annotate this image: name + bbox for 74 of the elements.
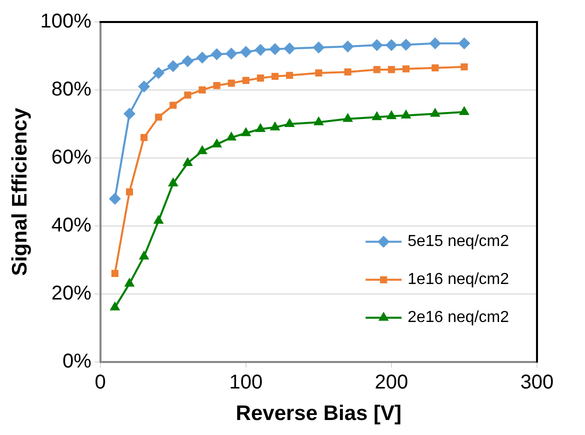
point (254, 44, 266, 56)
point (402, 65, 410, 72)
point (140, 134, 148, 142)
point (196, 52, 208, 64)
point (170, 102, 177, 109)
point (240, 127, 252, 136)
y-tick-label: 40% (51, 214, 92, 236)
legend-label: 5e15 neq/cm2 (408, 233, 510, 250)
x-tick-label: 200 (374, 371, 408, 394)
point (213, 82, 220, 90)
point (138, 250, 150, 260)
y-tick-label: 100% (40, 10, 92, 33)
point (312, 41, 325, 54)
point (123, 108, 136, 120)
point (459, 106, 470, 116)
point (315, 69, 322, 77)
x-axis-title: Reverse Bias [V] (236, 402, 402, 426)
point (198, 86, 206, 94)
point (342, 40, 354, 52)
y-tick-label: 20% (51, 282, 92, 304)
y-tick-label: 0% (62, 350, 92, 372)
point (400, 109, 412, 118)
y-axis-title: Signal Efficiency (8, 108, 32, 276)
point (155, 114, 162, 121)
legend-label: 1e16 neq/cm2 (408, 271, 510, 288)
x-tick-label: 100 (229, 371, 263, 394)
point (271, 72, 279, 80)
point (432, 64, 439, 72)
point (167, 60, 180, 72)
legend-label: 2e16 neq/cm2 (408, 309, 510, 326)
point (110, 301, 120, 310)
point (344, 68, 352, 76)
point (372, 111, 382, 120)
point (212, 138, 222, 148)
point (225, 48, 238, 60)
point (313, 116, 324, 126)
y-tick-label: 60% (51, 146, 92, 168)
point (284, 118, 295, 127)
point (388, 66, 395, 74)
point (228, 80, 235, 87)
point (153, 214, 164, 224)
point (152, 66, 165, 79)
point (284, 42, 296, 55)
point (385, 39, 398, 52)
point (124, 278, 135, 287)
point (184, 92, 192, 99)
point (430, 108, 440, 117)
point (240, 46, 252, 58)
point (386, 110, 397, 120)
x-tick-label: 0 (94, 371, 106, 394)
point (256, 74, 264, 82)
point (168, 177, 178, 186)
point (458, 37, 470, 50)
x-tick-label: 300 (520, 371, 554, 394)
point (269, 43, 282, 56)
point (197, 145, 208, 154)
point (210, 48, 223, 60)
point (182, 55, 194, 68)
point (373, 66, 380, 74)
point (255, 123, 266, 132)
y-tick-label: 80% (51, 78, 92, 100)
point (108, 192, 121, 205)
point (182, 157, 193, 166)
point (286, 72, 294, 79)
point (429, 37, 442, 50)
point (460, 63, 468, 70)
point (370, 39, 383, 52)
point (400, 38, 412, 51)
point (138, 80, 150, 93)
point (342, 112, 353, 122)
point (242, 76, 250, 84)
point (126, 188, 133, 196)
point (270, 121, 280, 130)
point (226, 132, 237, 141)
